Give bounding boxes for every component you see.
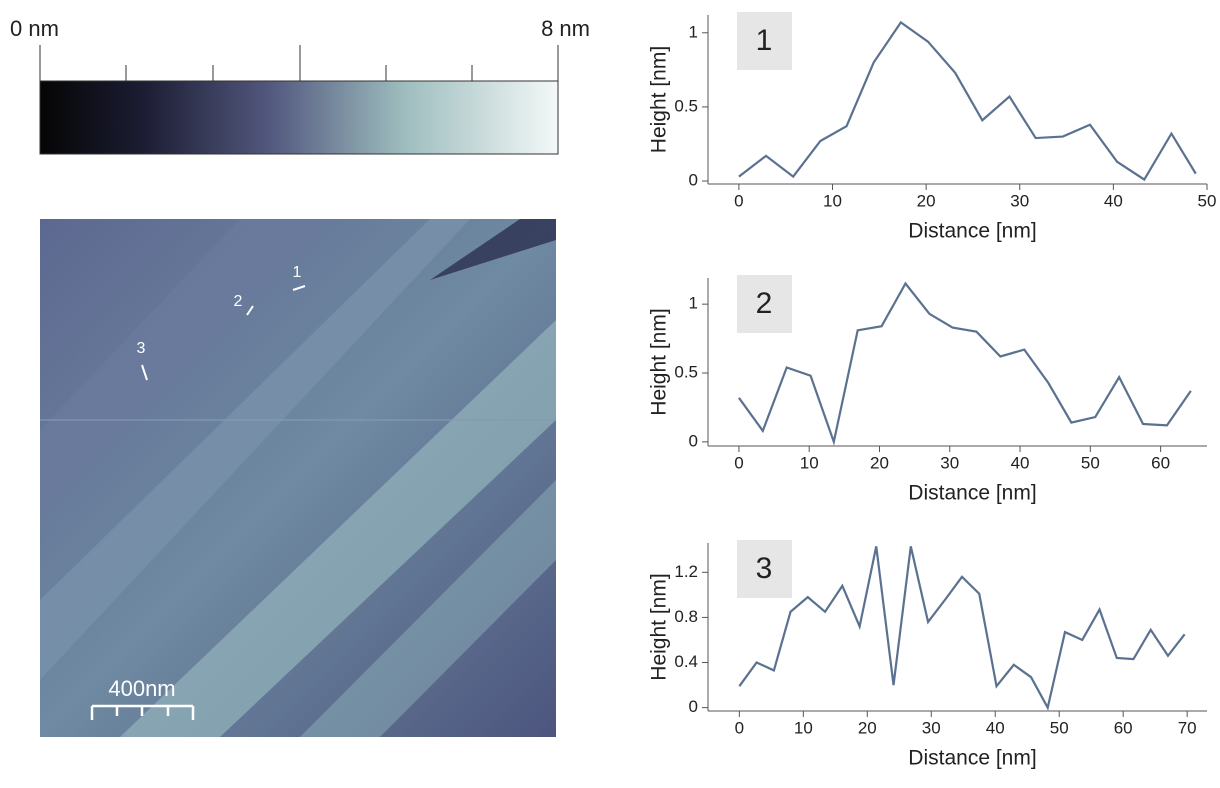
x-tick-label: 50	[1198, 191, 1217, 210]
profile-chart: 0 10 20 30 40 50 60 0 0.5 1 Distance [nm] Height [n…	[648, 275, 1207, 505]
x-tick-label: 30	[940, 453, 959, 472]
x-tick-label: 60	[1114, 718, 1133, 737]
colorbar-gradient	[39, 80, 559, 155]
scale-bar-label: 400nm	[108, 676, 175, 701]
x-tick-label: 20	[917, 191, 936, 210]
profile-chart: 0 10 20 30 40 50 0 0.5 1 Distance [nm] Height [nm]…	[648, 12, 1217, 243]
x-tick-label: 60	[1151, 453, 1170, 472]
x-tick-label: 10	[800, 453, 819, 472]
y-tick-label: 0.8	[674, 607, 698, 626]
data-line	[738, 546, 1186, 711]
x-tick-label: 70	[1178, 718, 1197, 737]
y-tick-label: 1	[689, 22, 698, 41]
marker-label: 1	[293, 264, 302, 281]
annotation-box	[737, 12, 792, 70]
annotation: 3	[756, 552, 773, 585]
x-tick-label: 0	[735, 718, 744, 737]
scale-bar	[90, 704, 195, 720]
x-tick-label: 0	[734, 453, 743, 472]
profile-markers	[141, 285, 306, 381]
data-line	[738, 20, 1197, 182]
x-tick-label: 10	[794, 718, 813, 737]
annotation: 2	[756, 287, 773, 320]
annotation-box	[737, 540, 792, 598]
afm-image: 1 2 3 400nm	[40, 219, 556, 737]
data-line	[738, 281, 1192, 446]
y-axis-title: Height [nm]	[648, 46, 671, 153]
x-tick-label: 20	[858, 718, 877, 737]
y-tick-label: 0.5	[674, 96, 698, 115]
x-axis-title: Distance [nm]	[908, 747, 1036, 770]
colorbar-min: 0 nm	[10, 16, 59, 41]
annotation: 1	[756, 24, 773, 57]
x-tick-label: 30	[1010, 191, 1029, 210]
colorbar: 0 nm 8 nm	[10, 16, 590, 155]
profile-chart: 0 10 20 30 40 50 60 70 0 0.4 0.8 1.2 Distance [nm] He…	[648, 540, 1207, 770]
x-axis-title: Distance [nm]	[908, 220, 1036, 243]
x-tick-label: 40	[1011, 453, 1030, 472]
x-tick-label: 20	[870, 453, 889, 472]
colorbar-ticks	[39, 45, 559, 81]
y-tick-label: 0	[689, 171, 698, 190]
y-axis-title: Height [nm]	[648, 308, 671, 415]
x-axis-title: Distance [nm]	[908, 482, 1036, 505]
y-tick-label: 0	[689, 697, 698, 716]
y-tick-label: 0	[689, 431, 698, 450]
y-tick-label: 0.4	[674, 652, 698, 671]
x-tick-label: 0	[734, 191, 743, 210]
x-tick-label: 40	[1104, 191, 1123, 210]
x-tick-label: 50	[1081, 453, 1100, 472]
x-tick-label: 50	[1050, 718, 1069, 737]
x-tick-label: 30	[922, 718, 941, 737]
y-tick-label: 1.2	[674, 562, 698, 581]
x-tick-label: 10	[823, 191, 842, 210]
y-tick-label: 0.5	[674, 363, 698, 382]
x-tick-label: 40	[986, 718, 1005, 737]
marker-label: 3	[137, 340, 146, 357]
colorbar-max: 8 nm	[541, 16, 590, 41]
y-tick-label: 1	[689, 294, 698, 313]
marker-label: 2	[234, 293, 243, 310]
annotation-box	[737, 275, 792, 333]
y-axis-title: Height [nm]	[648, 573, 671, 680]
